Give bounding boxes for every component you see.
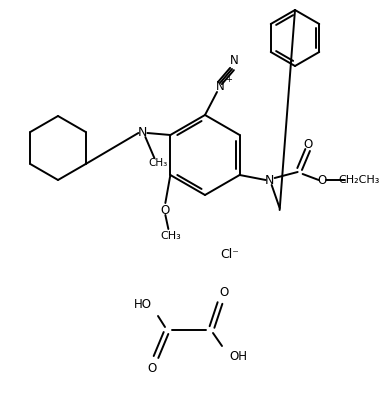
Text: N: N xyxy=(216,80,224,93)
Text: CH₃: CH₃ xyxy=(160,231,181,241)
Text: HO: HO xyxy=(134,297,152,311)
Text: N: N xyxy=(265,173,274,187)
Text: +: + xyxy=(225,75,232,84)
Text: N: N xyxy=(138,126,147,139)
Text: OH: OH xyxy=(229,349,247,362)
Text: CH₂CH₃: CH₂CH₃ xyxy=(338,175,379,185)
Text: O: O xyxy=(147,362,157,375)
Text: N: N xyxy=(230,55,238,67)
Text: O: O xyxy=(219,286,229,299)
Text: CH₃: CH₃ xyxy=(149,158,168,168)
Text: Cl⁻: Cl⁻ xyxy=(221,248,240,261)
Text: O: O xyxy=(161,204,170,217)
Text: O: O xyxy=(317,173,326,187)
Text: O: O xyxy=(303,137,312,151)
